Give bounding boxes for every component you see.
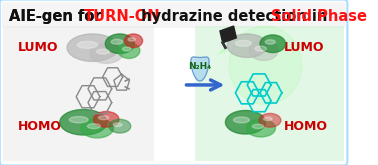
Ellipse shape: [113, 123, 122, 127]
Ellipse shape: [81, 118, 113, 138]
Ellipse shape: [77, 41, 98, 48]
Ellipse shape: [128, 38, 135, 41]
Ellipse shape: [109, 119, 131, 133]
Ellipse shape: [87, 124, 101, 129]
Text: N₂H₄: N₂H₄: [188, 62, 212, 71]
Ellipse shape: [67, 34, 118, 61]
Text: hydrazine detection in: hydrazine detection in: [136, 9, 333, 24]
Ellipse shape: [255, 46, 266, 51]
Ellipse shape: [122, 47, 131, 51]
Ellipse shape: [229, 26, 302, 105]
FancyArrowPatch shape: [186, 80, 221, 90]
Ellipse shape: [246, 119, 276, 137]
Ellipse shape: [263, 117, 272, 121]
Ellipse shape: [252, 124, 264, 129]
Ellipse shape: [118, 43, 140, 58]
Text: HOMO: HOMO: [284, 120, 328, 133]
Ellipse shape: [234, 117, 249, 123]
Bar: [3, 26, 153, 162]
Ellipse shape: [225, 111, 265, 134]
Text: LUMO: LUMO: [284, 41, 324, 54]
Text: Solid Phase: Solid Phase: [271, 9, 367, 24]
Polygon shape: [220, 26, 236, 43]
Text: AIE-gen for: AIE-gen for: [9, 9, 107, 24]
Ellipse shape: [105, 34, 135, 54]
Bar: [195, 26, 344, 162]
Text: LUMO: LUMO: [18, 41, 59, 54]
Ellipse shape: [96, 49, 110, 54]
Ellipse shape: [235, 40, 251, 46]
Ellipse shape: [124, 34, 143, 48]
Ellipse shape: [227, 34, 267, 57]
Ellipse shape: [99, 116, 109, 120]
Ellipse shape: [111, 39, 123, 44]
Ellipse shape: [93, 111, 119, 127]
FancyBboxPatch shape: [0, 0, 347, 165]
Ellipse shape: [69, 116, 88, 123]
Ellipse shape: [265, 40, 275, 44]
Text: HOMO: HOMO: [18, 120, 62, 133]
Polygon shape: [191, 57, 209, 81]
Ellipse shape: [90, 44, 122, 63]
Text: AIE-gen for: AIE-gen for: [9, 9, 107, 24]
Ellipse shape: [260, 35, 285, 53]
FancyBboxPatch shape: [2, 1, 345, 28]
Ellipse shape: [60, 110, 107, 135]
Ellipse shape: [259, 113, 281, 127]
Text: TURN-ON: TURN-ON: [84, 9, 160, 24]
Ellipse shape: [249, 41, 278, 60]
